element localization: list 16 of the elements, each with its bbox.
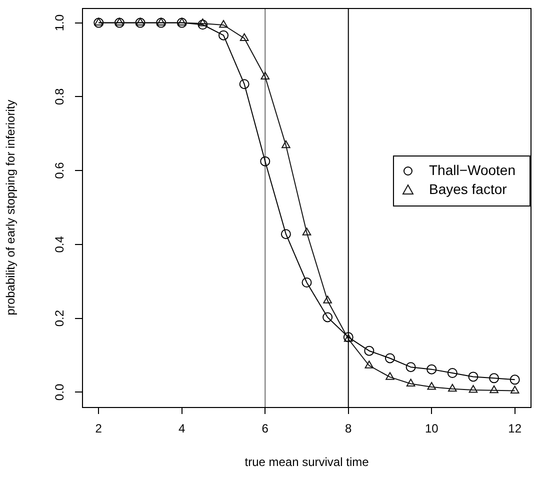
y-tick-label: 0.6 xyxy=(52,162,66,179)
x-axis-title: true mean survival time xyxy=(244,455,370,470)
x-tick-label: 6 xyxy=(262,422,269,436)
x-tick-label: 2 xyxy=(95,422,102,436)
y-tick-label: 0.4 xyxy=(52,236,66,253)
x-tick-label: 8 xyxy=(345,422,352,436)
legend-label: Bayes factor xyxy=(428,180,508,197)
y-tick-label: 0.2 xyxy=(52,310,66,327)
y-axis-title: probability of early stopping for inferiority xyxy=(4,100,18,316)
x-tick-label: 10 xyxy=(424,422,439,436)
x-tick-label: 12 xyxy=(508,422,522,436)
y-tick-label: 0.8 xyxy=(52,88,66,106)
y-tick-label: 0.0 xyxy=(52,384,66,401)
x-tick-label: 4 xyxy=(178,422,186,436)
legend-label: Thall−Wooten xyxy=(428,162,516,178)
y-tick-label: 1.0 xyxy=(52,14,66,32)
